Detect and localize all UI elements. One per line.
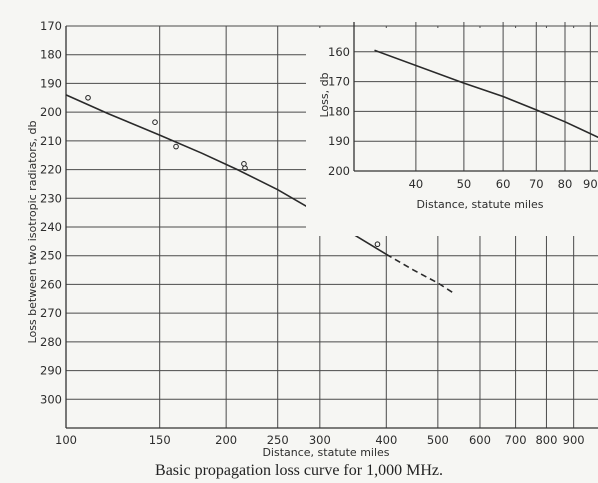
main-x-tick-label: 800 bbox=[535, 433, 557, 447]
inset-y-tick-label: 180 bbox=[328, 104, 350, 118]
inset-x-tick-label: 80 bbox=[558, 177, 573, 191]
main-y-tick-label: 190 bbox=[40, 76, 62, 90]
inset-plot: 40 50 60 70 80 90 160 170 180 190 200 Distance, st… bbox=[306, 22, 598, 236]
main-y-tick-label: 290 bbox=[40, 364, 62, 378]
main-y-axis-label: Loss between two isotropic radiators, db bbox=[26, 121, 39, 344]
inset-y-tick-label: 190 bbox=[328, 134, 350, 148]
main-x-tick-label: 500 bbox=[427, 433, 449, 447]
main-y-tick-label: 240 bbox=[40, 220, 62, 234]
figure-caption: Basic propagation loss curve for 1,000 M… bbox=[155, 462, 443, 479]
main-y-tick-label: 210 bbox=[40, 134, 62, 148]
main-y-tick-label: 230 bbox=[40, 191, 62, 205]
inset-x-tick-label: 40 bbox=[409, 177, 424, 191]
inset-background bbox=[306, 28, 598, 236]
main-data-point bbox=[152, 119, 158, 125]
main-data-point bbox=[242, 165, 248, 171]
main-x-tick-label: 150 bbox=[149, 433, 171, 447]
inset-x-tick-label: 90 bbox=[583, 177, 598, 191]
main-data-point bbox=[85, 94, 91, 101]
main-y-tick-label: 200 bbox=[40, 105, 62, 119]
inset-x-axis-label: Distance, statute miles bbox=[416, 198, 543, 211]
inset-y-tick-label: 170 bbox=[328, 75, 350, 89]
main-x-tick-label: 400 bbox=[375, 433, 397, 447]
main-x-tick-label: 200 bbox=[215, 433, 237, 447]
main-tick-labels: 100 150 200 250 300 400 500 600 700 800 900 170 180 1… bbox=[40, 19, 585, 447]
main-y-tick-label: 300 bbox=[40, 392, 62, 406]
inset-grid bbox=[353, 22, 598, 172]
inset-loss-curve bbox=[374, 49, 598, 139]
main-y-tick-label: 220 bbox=[40, 163, 62, 177]
main-data-point bbox=[374, 241, 381, 248]
loss-chart: 100 150 200 250 300 400 500 600 700 800 900 170 180 1… bbox=[26, 19, 598, 459]
inset-y-axis-label: Loss, db bbox=[318, 72, 331, 117]
main-y-tick-label: 170 bbox=[40, 19, 62, 33]
main-y-tick-label: 280 bbox=[40, 335, 62, 349]
main-y-tick-label: 250 bbox=[40, 249, 62, 263]
inset-x-tick-label: 50 bbox=[457, 177, 472, 191]
main-y-tick-label: 180 bbox=[40, 48, 62, 62]
main-x-tick-label: 600 bbox=[469, 433, 491, 447]
inset-y-tick-label: 160 bbox=[328, 45, 350, 59]
inset-y-tick-label: 200 bbox=[328, 164, 350, 178]
main-data-point bbox=[173, 143, 179, 150]
main-x-axis-label: Distance, statute miles bbox=[262, 446, 389, 459]
main-x-tick-label: 300 bbox=[309, 433, 331, 447]
inset-x-tick-label: 60 bbox=[496, 177, 511, 191]
main-y-tick-label: 270 bbox=[40, 306, 62, 320]
main-x-tick-label: 250 bbox=[267, 433, 289, 447]
main-x-tick-label: 100 bbox=[55, 433, 77, 447]
inset-x-tick-label: 70 bbox=[529, 177, 544, 191]
main-x-tick-label: 900 bbox=[563, 433, 585, 447]
inset-tick-labels: 40 50 60 70 80 90 160 170 180 190 200 bbox=[328, 45, 598, 191]
main-y-tick-label: 260 bbox=[40, 277, 62, 291]
main-x-tick-label: 700 bbox=[505, 433, 527, 447]
inset-series bbox=[374, 49, 598, 139]
main-extrapolated-curve bbox=[385, 253, 454, 294]
